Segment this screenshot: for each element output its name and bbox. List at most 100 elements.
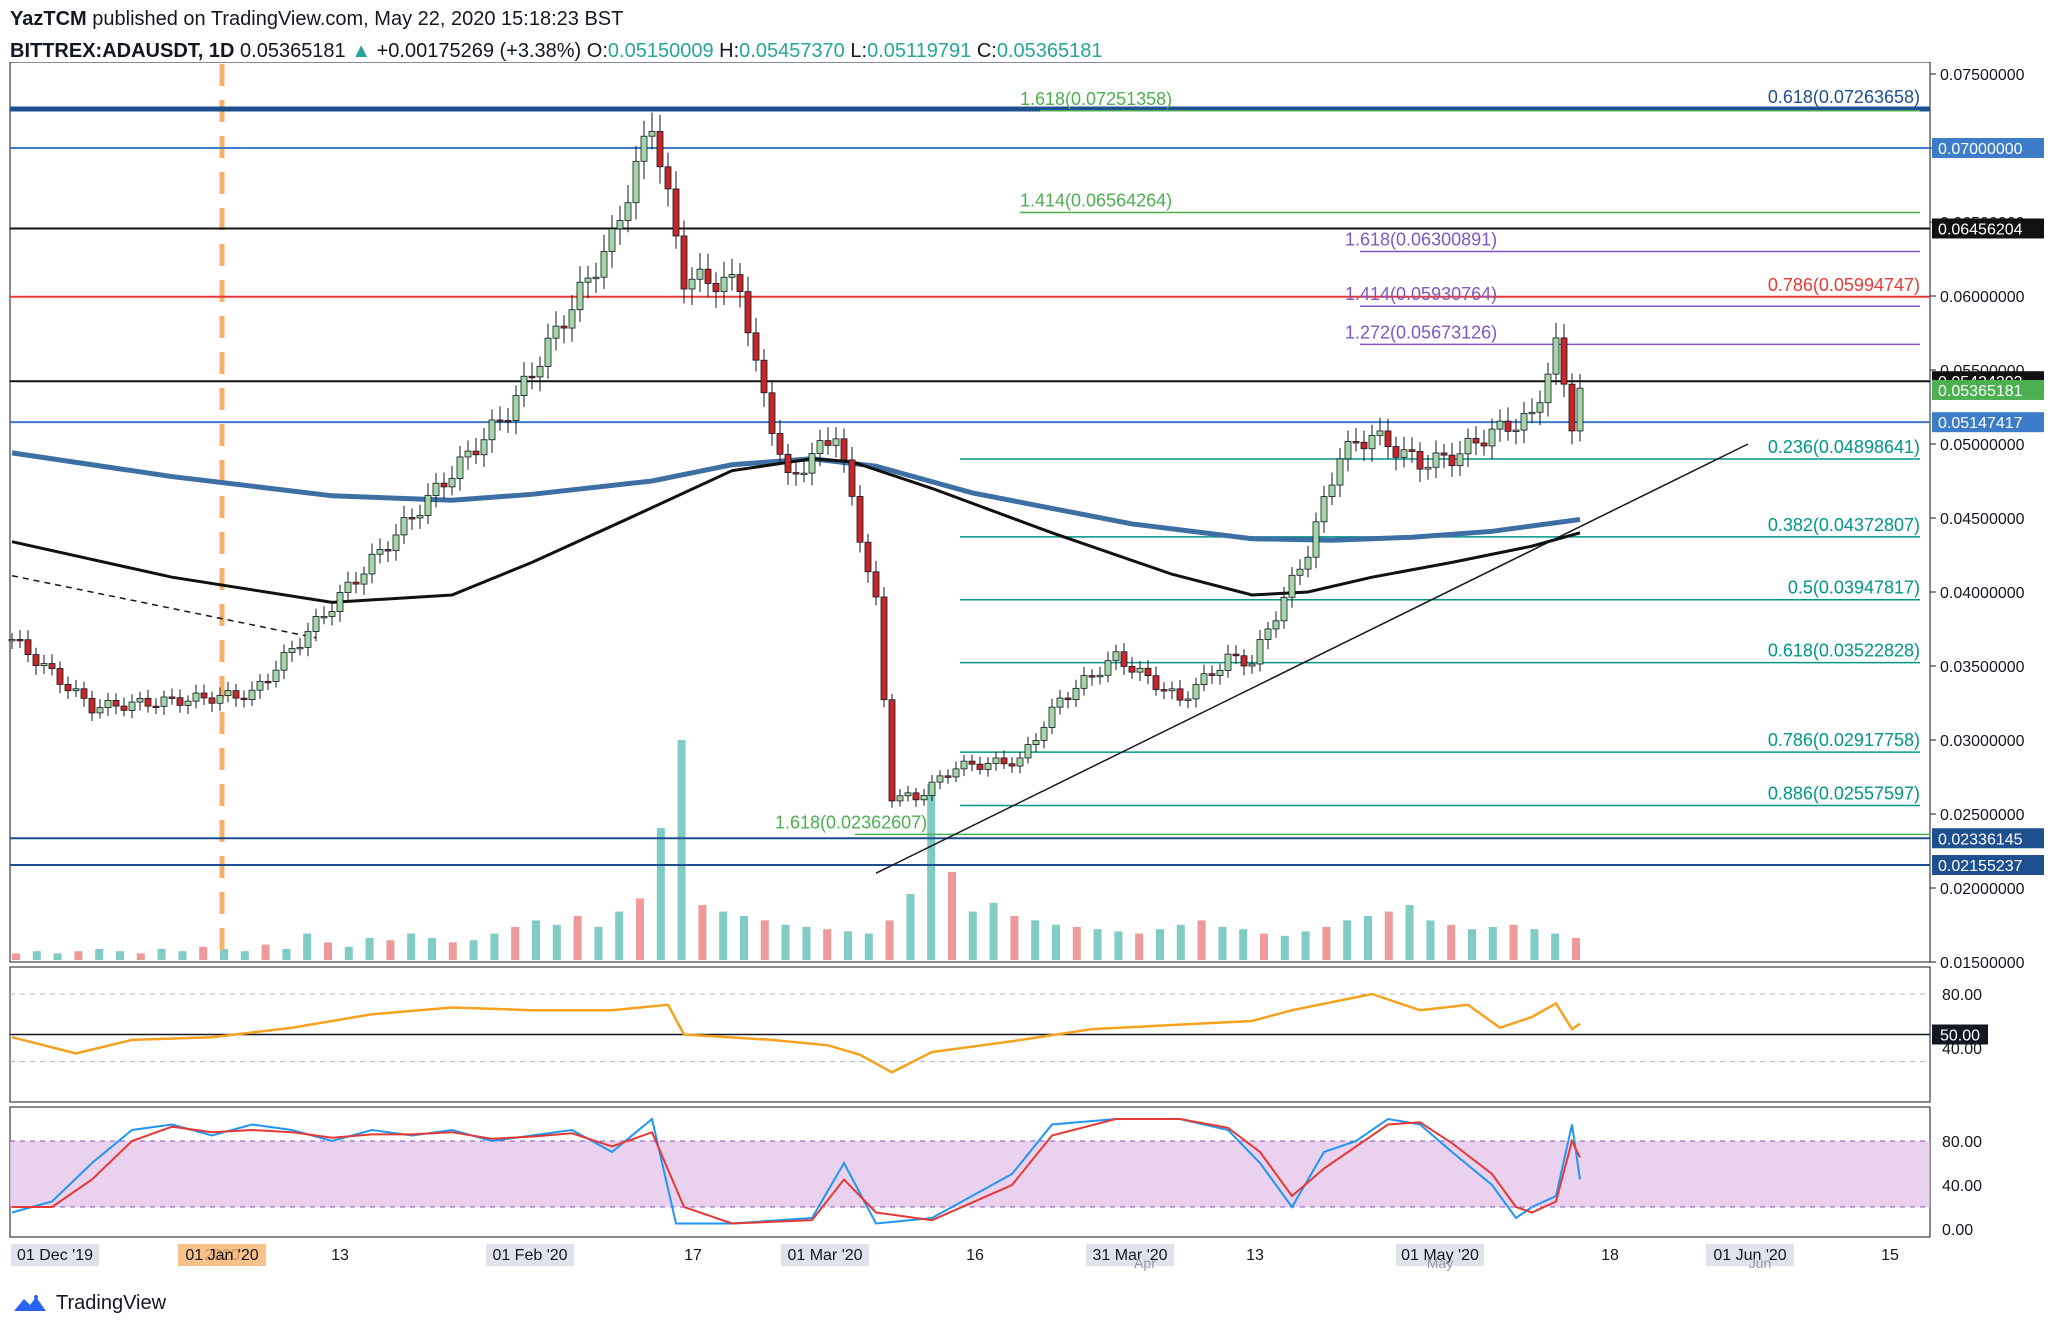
candle-down: [976, 763, 984, 770]
volume-bar: [1072, 927, 1081, 960]
candle-up: [136, 697, 144, 703]
candle-up: [1040, 727, 1048, 741]
candle-up: [40, 663, 48, 667]
candle-down: [1384, 430, 1392, 447]
volume-bar: [490, 933, 499, 960]
candle-up: [1320, 496, 1328, 523]
price-chart[interactable]: 0.075000000.070000000.065000000.06000000…: [0, 62, 2048, 1292]
candle-up: [984, 763, 992, 770]
candle-down: [176, 697, 184, 706]
candle-down: [56, 668, 64, 685]
tradingview-brand[interactable]: TradingView: [56, 1292, 167, 1314]
volume-bar: [511, 927, 520, 960]
candle-down: [872, 571, 880, 598]
candle-down: [1176, 688, 1184, 701]
candle-up: [8, 638, 16, 642]
volume-bar: [1447, 924, 1456, 960]
volume-bar: [53, 953, 62, 960]
candle-up: [1312, 521, 1320, 558]
fib-level-label: 0.786(0.02917758): [1768, 730, 1920, 750]
candle-up: [1464, 438, 1472, 455]
low-value: 0.05119791: [867, 40, 972, 62]
volume-bar: [656, 828, 665, 960]
candle-up: [328, 611, 336, 617]
candle-up: [1528, 411, 1536, 415]
volume-bar: [1031, 920, 1040, 960]
candle-down: [888, 699, 896, 802]
candle-up: [96, 707, 104, 714]
fib-level-label: 1.618(0.07251358): [1020, 89, 1172, 109]
candle-up: [592, 276, 600, 280]
candle-down: [1560, 337, 1568, 385]
candle-down: [232, 690, 240, 699]
volume-bar: [1488, 927, 1497, 960]
rsi-tick-label: 80.00: [1942, 987, 1982, 1004]
candle-up: [1456, 453, 1464, 467]
y-tick-label: 0.03000000: [1940, 733, 2025, 750]
candle-up: [1256, 639, 1264, 665]
volume-bar: [1114, 931, 1123, 960]
volume-bar: [1156, 929, 1164, 960]
volume-bar: [220, 949, 228, 960]
candle-up: [392, 534, 400, 552]
candle-down: [496, 419, 504, 422]
candle-down: [240, 697, 248, 701]
candle-up: [248, 689, 256, 701]
candle-up: [816, 440, 824, 454]
candle-up: [128, 701, 136, 711]
stoch-k-line: [11, 1117, 1581, 1225]
candle-up: [1544, 373, 1552, 404]
y-tick-label: 0.06000000: [1940, 289, 2025, 306]
candle-up: [960, 760, 968, 770]
x-tick-label: 15: [1881, 1247, 1899, 1264]
candle-down: [168, 696, 176, 699]
candle-up: [896, 795, 904, 802]
candle-up: [272, 669, 280, 682]
symbol-label[interactable]: BITTREX:ADAUSDT, 1D: [10, 40, 235, 62]
candle-up: [904, 792, 912, 797]
volume-bar: [116, 951, 124, 960]
fib-level-label: 1.414(0.06564264): [1020, 190, 1172, 210]
stoch-d-line: [12, 1118, 1581, 1225]
candle-up: [1296, 568, 1304, 576]
candle-down: [680, 235, 688, 290]
candle-down: [200, 692, 208, 699]
price-pane-border: [9, 62, 1931, 963]
candle-down: [1008, 763, 1016, 767]
candle-up: [992, 757, 1000, 764]
fib-level-label: 1.618(0.02362607): [775, 812, 927, 832]
candle-up: [1536, 402, 1544, 413]
candle-down: [848, 459, 856, 497]
fib-level-label: 0.886(0.02557597): [1768, 783, 1920, 803]
candle-up: [104, 699, 112, 709]
axis-price-label: 0.02336145: [1938, 831, 2023, 848]
candle-down: [712, 283, 720, 293]
volume-bar: [12, 953, 20, 960]
open-label: O:: [586, 40, 608, 62]
ohlc-line: BITTREX:ADAUSDT, 1D 0.05365181 ▲ +0.0017…: [10, 38, 1910, 64]
candle-down: [144, 697, 152, 707]
volume-bar: [428, 938, 436, 960]
candle-up: [608, 228, 616, 252]
y-tick-label: 0.02500000: [1940, 807, 2025, 824]
candle-up: [1344, 441, 1352, 460]
candle-up: [1104, 660, 1112, 676]
candle-up: [288, 648, 296, 654]
x-tick-highlight-label: 01 Jan '20: [185, 1247, 258, 1264]
volume-bar: [1426, 920, 1435, 960]
candle-down: [80, 688, 88, 699]
candle-up: [424, 495, 432, 516]
candle-up: [1432, 452, 1440, 468]
candle-up: [832, 438, 840, 446]
x-tick-label: 01 Jun '20: [1713, 1247, 1786, 1264]
ascending-trendline: [875, 443, 1749, 874]
volume-bar: [864, 933, 873, 960]
candle-down: [1144, 667, 1152, 677]
candle-up: [1168, 688, 1176, 692]
author-name[interactable]: YazTCM: [10, 8, 87, 30]
candle-up: [1512, 429, 1520, 432]
candle-up: [1336, 458, 1344, 486]
candle-down: [440, 482, 448, 488]
candle-down: [672, 188, 680, 237]
x-tick-label: 17: [684, 1247, 702, 1264]
